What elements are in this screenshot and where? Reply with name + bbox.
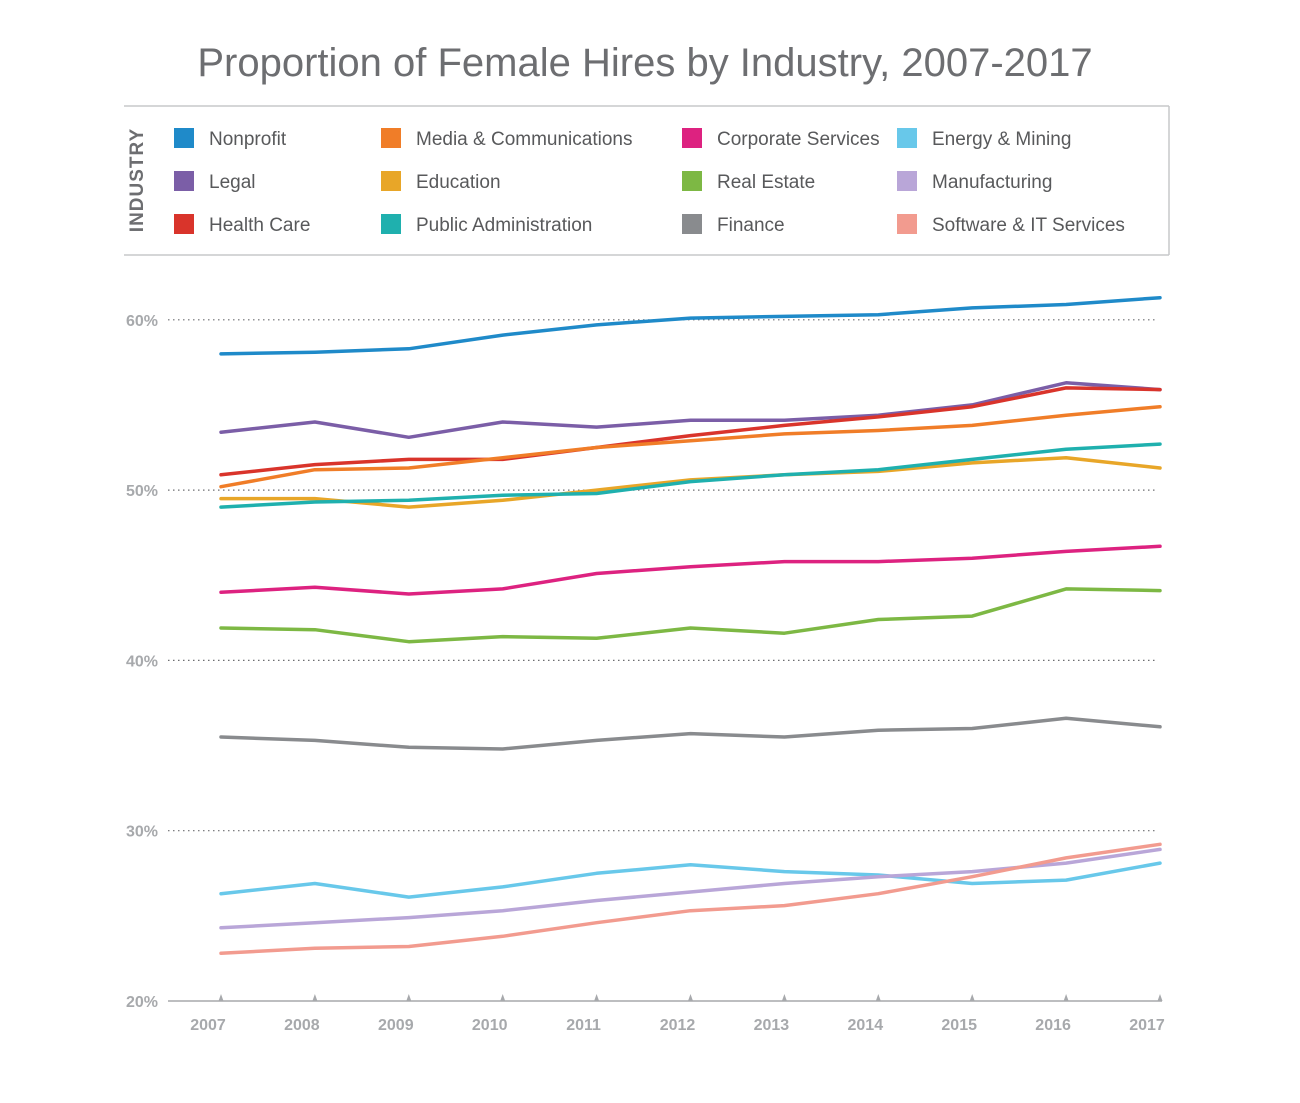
- legend-item-public-administration: Public Administration: [381, 214, 592, 236]
- legend-swatch-legal: [174, 171, 194, 191]
- x-tick-2009: [406, 994, 412, 1001]
- x-tick-label-2008: 2008: [284, 1017, 320, 1034]
- legend-label-software-and-it-services: Software & IT Services: [932, 215, 1125, 236]
- legend-item-manufacturing: Manufacturing: [897, 171, 1052, 193]
- legend-swatch-finance: [682, 214, 702, 234]
- y-tick-label-60: 60%: [126, 313, 158, 330]
- legend-item-corporate-services: Corporate Services: [682, 128, 880, 150]
- x-tick-2012: [688, 994, 693, 1001]
- x-tick-label-2016: 2016: [1035, 1017, 1071, 1034]
- x-tick-label-2011: 2011: [566, 1017, 601, 1034]
- x-tick-label-2015: 2015: [941, 1017, 977, 1034]
- series-line-corporate-services: [219, 544, 1162, 596]
- y-tick-label-30: 30%: [126, 824, 158, 841]
- legend-item-finance: Finance: [682, 214, 785, 236]
- legend-item-legal: Legal: [174, 171, 256, 193]
- legend-swatch-education: [381, 171, 401, 191]
- x-tick-2016: [1063, 994, 1069, 1001]
- legend-swatch-software-and-it-services: [897, 214, 917, 234]
- legend-item-software-and-it-services: Software & IT Services: [897, 214, 1125, 236]
- series-line-media-and-communications: [219, 404, 1162, 489]
- legend-swatch-health-care: [174, 214, 194, 234]
- y-tick-label-50: 50%: [126, 483, 158, 500]
- legend: INDUSTRY Nonprofit Legal Health Care Media …: [124, 105, 1170, 256]
- x-tick-2007: [218, 994, 224, 1001]
- x-tick-label-2014: 2014: [848, 1017, 884, 1034]
- legend-item-nonprofit: Nonprofit: [174, 128, 287, 150]
- x-tick-label-2010: 2010: [472, 1017, 508, 1034]
- legend-label-real-estate: Real Estate: [717, 172, 815, 193]
- legend-label-finance: Finance: [717, 215, 785, 236]
- legend-label-legal: Legal: [209, 172, 256, 193]
- y-tick-label-20: 20%: [126, 994, 158, 1011]
- legend-label-energy-and-mining: Energy & Mining: [932, 129, 1071, 150]
- legend-label-public-administration: Public Administration: [416, 215, 592, 236]
- legend-swatch-nonprofit: [174, 128, 194, 148]
- legend-heading: INDUSTRY: [127, 128, 148, 232]
- series-line-software-and-it-services: [219, 842, 1162, 956]
- legend-item-media-and-communications: Media & Communications: [381, 128, 632, 150]
- x-tick-2008: [312, 994, 318, 1001]
- series-line-legal: [219, 381, 1162, 440]
- legend-label-health-care: Health Care: [209, 215, 310, 236]
- x-tick-2015: [969, 994, 975, 1001]
- legend-item-health-care: Health Care: [174, 214, 310, 236]
- legend-swatch-energy-and-mining: [897, 128, 917, 148]
- x-tick-label-2013: 2013: [754, 1017, 790, 1034]
- legend-label-corporate-services: Corporate Services: [717, 129, 880, 150]
- series-line-finance: [219, 716, 1162, 751]
- series-line-public-administration: [219, 442, 1162, 509]
- legend-swatch-real-estate: [682, 171, 702, 191]
- legend-swatch-public-administration: [381, 214, 401, 234]
- legend-swatch-media-and-communications: [381, 128, 401, 148]
- legend-swatch-corporate-services: [682, 128, 702, 148]
- x-tick-label-2012: 2012: [660, 1017, 696, 1034]
- x-tick-label-2009: 2009: [378, 1017, 414, 1034]
- legend-label-media-and-communications: Media & Communications: [416, 129, 632, 150]
- chart-title: Proportion of Female Hires by Industry, …: [197, 41, 1092, 85]
- legend-label-nonprofit: Nonprofit: [209, 129, 287, 150]
- x-tick-2013: [781, 994, 787, 1001]
- series-line-nonprofit: [219, 295, 1162, 356]
- x-tick-2010: [500, 994, 506, 1001]
- x-tick-2014: [875, 994, 881, 1001]
- series-line-real-estate: [219, 587, 1162, 644]
- legend-item-education: Education: [381, 171, 501, 193]
- series-line-health-care: [219, 386, 1162, 477]
- legend-swatch-manufacturing: [897, 171, 917, 191]
- legend-label-education: Education: [416, 172, 501, 193]
- x-tick-label-2017: 2017: [1129, 1017, 1165, 1034]
- x-tick-2017: [1157, 994, 1163, 1001]
- legend-item-energy-and-mining: Energy & Mining: [897, 128, 1071, 150]
- legend-item-real-estate: Real Estate: [682, 171, 815, 193]
- y-tick-label-40: 40%: [126, 653, 158, 670]
- series-line-energy-and-mining: [219, 861, 1162, 899]
- legend-label-manufacturing: Manufacturing: [932, 172, 1052, 193]
- x-tick-2011: [594, 994, 600, 1001]
- x-tick-label-2007: 2007: [190, 1017, 226, 1034]
